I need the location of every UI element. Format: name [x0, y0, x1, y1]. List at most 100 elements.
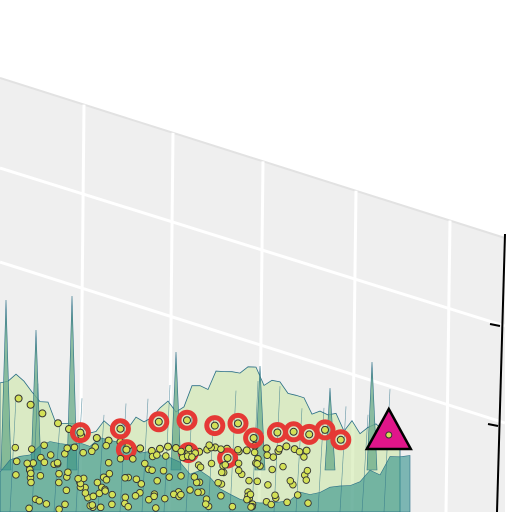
- scatter-point-yellow: [136, 444, 145, 453]
- scatter-point-yellow: [282, 442, 291, 451]
- scatter-point-inner: [183, 416, 191, 425]
- scatter-point-red: [243, 427, 265, 449]
- scatter-point-yellow: [89, 492, 98, 501]
- scatter-point-yellow: [242, 446, 251, 455]
- scatter-point-yellow: [245, 476, 253, 485]
- scatter-point-yellow: [217, 468, 226, 477]
- scatter-point-red: [115, 439, 137, 461]
- scatter-point-yellow: [275, 444, 284, 453]
- scatter-point-yellow: [253, 460, 261, 468]
- scatter-point-red: [227, 412, 249, 434]
- scatter-point-yellow: [121, 493, 130, 502]
- scatter-point-yellow: [141, 459, 149, 468]
- scatter-point-yellow: [207, 459, 216, 468]
- scatter-point-inner: [289, 427, 298, 436]
- scatter-point-yellow: [62, 486, 71, 495]
- scatter-point-yellow: [124, 502, 132, 511]
- z-axis-tick: [487, 423, 499, 427]
- scatter-point-yellow: [93, 478, 102, 487]
- scatter-point-yellow: [40, 441, 48, 449]
- scatter-point-yellow: [116, 454, 125, 463]
- scatter-point-yellow: [27, 469, 35, 478]
- scatter-point-inner: [116, 424, 125, 433]
- scatter-point-yellow: [190, 473, 199, 481]
- scatter-point-triangle: [364, 406, 413, 451]
- back-panel-face: [0, 78, 505, 512]
- scatter-point-yellow: [129, 455, 137, 463]
- scatter-point-yellow: [150, 492, 158, 501]
- z-axis: [487, 233, 506, 512]
- scatter-point-yellow: [81, 489, 90, 497]
- surface-wire: [75, 398, 83, 512]
- surface-wire: [361, 414, 369, 512]
- scatter-point-yellow: [217, 445, 225, 453]
- scatter-point-yellow: [23, 459, 31, 468]
- scatter-point-yellow: [205, 441, 213, 449]
- scatter-point-red: [204, 415, 226, 437]
- scatter-point-yellow: [74, 474, 82, 483]
- scatter-point-inner: [223, 454, 232, 462]
- scatter-point-yellow: [153, 477, 161, 485]
- scatter-point-yellow: [92, 434, 101, 442]
- scatter-point-yellow: [164, 442, 172, 451]
- scatter-point-yellow: [295, 447, 304, 456]
- scatter-point-yellow: [55, 478, 63, 487]
- scatter-point-yellow: [269, 453, 278, 461]
- scatter-point-yellow: [40, 458, 49, 467]
- scatter-point-inner: [305, 430, 314, 439]
- scatter-point-yellow: [101, 487, 109, 495]
- scatter-point-yellow: [148, 466, 156, 474]
- scatter-point-yellow: [35, 497, 44, 505]
- scatter-point-inner: [234, 419, 242, 428]
- scatter-point-yellow: [131, 492, 140, 500]
- scatter-point-red: [109, 418, 131, 440]
- scatter-point-inner: [321, 425, 329, 434]
- scatter-point-red: [314, 419, 336, 441]
- scatter-point-yellow: [153, 451, 161, 459]
- scatter-point-yellow: [286, 477, 295, 485]
- scatter-point-yellow: [253, 477, 262, 486]
- scatter-point-inner: [249, 434, 258, 442]
- scatter-point-yellow: [234, 459, 243, 468]
- scatter-point-yellow: [283, 498, 291, 507]
- scatter-point-yellow: [108, 490, 116, 499]
- scatter-point-yellow: [165, 473, 174, 481]
- scatter-point-red: [69, 422, 91, 444]
- scatter-point-inner: [76, 428, 85, 437]
- scatter-point-yellow: [70, 443, 79, 452]
- scatter-point-yellow: [14, 394, 23, 403]
- scatter-point-inner: [336, 435, 345, 444]
- scatter-point-red: [176, 409, 198, 431]
- scatter-point-yellow: [96, 503, 105, 512]
- scatter-point-yellow: [12, 471, 20, 479]
- scatter-point-yellow: [36, 471, 45, 480]
- scatter-point-yellow: [12, 457, 21, 466]
- scatter-point-yellow: [221, 461, 229, 469]
- scatter-point-yellow: [27, 445, 36, 453]
- scatter-point-yellow: [54, 419, 62, 428]
- scatter-point-yellow: [268, 465, 276, 474]
- scatter-point-yellow: [152, 504, 160, 512]
- surface-wire: [9, 397, 17, 512]
- scatter-point-yellow: [55, 505, 63, 512]
- scatter-point-yellow: [79, 448, 87, 457]
- scatter-point-yellow: [177, 447, 185, 456]
- scatter-point-yellow: [64, 468, 72, 476]
- scatter-point-inner: [210, 421, 219, 430]
- scatter-point-yellow: [247, 503, 255, 511]
- scatter-point-yellow: [177, 490, 185, 499]
- scatter-point-yellow: [177, 472, 185, 480]
- surface-wire: [339, 406, 347, 512]
- scatter-point-yellow: [304, 499, 312, 507]
- scatter-point-yellow: [228, 502, 237, 511]
- scatter-point-yellow: [302, 476, 311, 484]
- scatter-point-yellow: [264, 481, 272, 489]
- scatter-point-yellow: [246, 490, 255, 499]
- scatter-point-red: [148, 411, 170, 433]
- scatter-point-yellow: [162, 452, 170, 460]
- scatter-point-yellow: [300, 453, 308, 461]
- scatter-point-yellow: [108, 500, 116, 509]
- scatter-point-yellow: [263, 451, 271, 459]
